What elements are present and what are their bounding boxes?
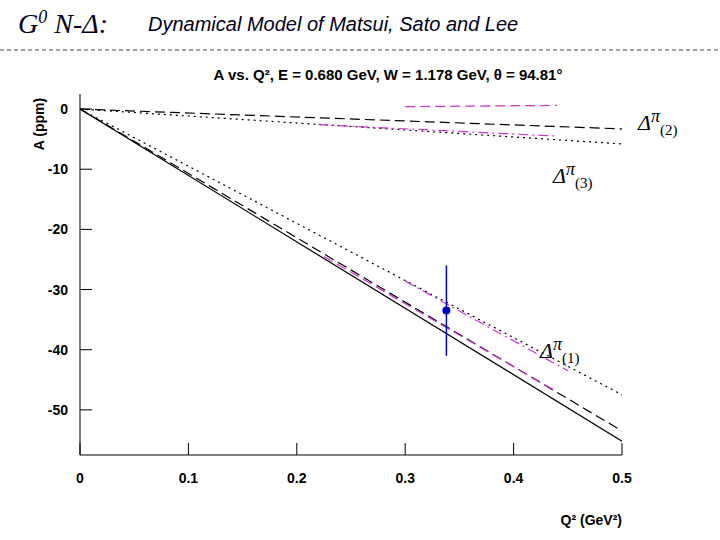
slide-title-sup: 0 xyxy=(38,7,47,27)
series-line xyxy=(324,256,557,391)
annotation: Δπ(2) xyxy=(637,106,677,139)
annotation-main: Δ xyxy=(539,338,553,363)
slide-title-part: N-Δ: xyxy=(47,8,108,39)
series-line xyxy=(80,109,622,441)
slide: G0 N-Δ:Dynamical Model of Matsui, Sato a… xyxy=(0,0,720,540)
annotation: Δπ(1) xyxy=(539,334,579,367)
x-tick xyxy=(80,443,81,455)
y-axis xyxy=(80,94,81,455)
data-point xyxy=(442,307,450,315)
series-line xyxy=(318,125,556,136)
x-tick-label: 0.2 xyxy=(287,470,307,486)
x-tick-label: 0.1 xyxy=(179,470,199,486)
y-tick xyxy=(80,289,92,290)
separator xyxy=(0,50,720,51)
x-tick-label: 0.4 xyxy=(504,470,524,486)
y-tick-label: 0 xyxy=(60,101,68,117)
y-tick xyxy=(80,409,92,410)
y-tick-label: -10 xyxy=(48,161,68,177)
slide-title-part: G xyxy=(18,8,38,39)
x-axis-label: Q² (GeV²) xyxy=(561,512,622,528)
series-line xyxy=(80,109,622,144)
y-tick xyxy=(80,229,92,230)
x-tick-label: 0.5 xyxy=(612,470,632,486)
series-line xyxy=(405,105,557,106)
y-tick xyxy=(80,349,92,350)
x-tick-label: 0 xyxy=(76,470,84,486)
x-axis xyxy=(80,455,622,456)
series-line xyxy=(80,109,622,431)
y-axis-label: A (ppm) xyxy=(31,98,47,150)
annotation-sub: (3) xyxy=(575,175,593,192)
x-tick xyxy=(513,443,514,455)
annotation: Δπ(3) xyxy=(552,159,592,192)
series-line xyxy=(80,109,622,395)
y-tick-label: -20 xyxy=(48,221,68,237)
series-line xyxy=(80,109,622,129)
annotation-sub: (1) xyxy=(562,350,580,367)
annotation-sub: (2) xyxy=(660,122,678,139)
plot-data xyxy=(80,105,622,441)
y-tick-label: -30 xyxy=(48,282,68,298)
x-tick xyxy=(296,443,297,455)
annotation-main: Δ xyxy=(637,110,651,135)
chart-title: A vs. Q², E = 0.680 GeV, W = 1.178 GeV, … xyxy=(214,66,563,83)
slide-subtitle: Dynamical Model of Matsui, Sato and Lee xyxy=(148,13,518,35)
x-tick xyxy=(188,443,189,455)
y-tick-label: -40 xyxy=(48,342,68,358)
series-line xyxy=(405,281,568,371)
x-tick xyxy=(405,443,406,455)
annotation-main: Δ xyxy=(552,163,566,188)
slide-title: G0 N-Δ: xyxy=(18,7,108,39)
x-tick-label: 0.3 xyxy=(395,470,415,486)
y-tick xyxy=(80,169,92,170)
y-tick-label: -50 xyxy=(48,402,68,418)
x-tick xyxy=(622,443,623,455)
